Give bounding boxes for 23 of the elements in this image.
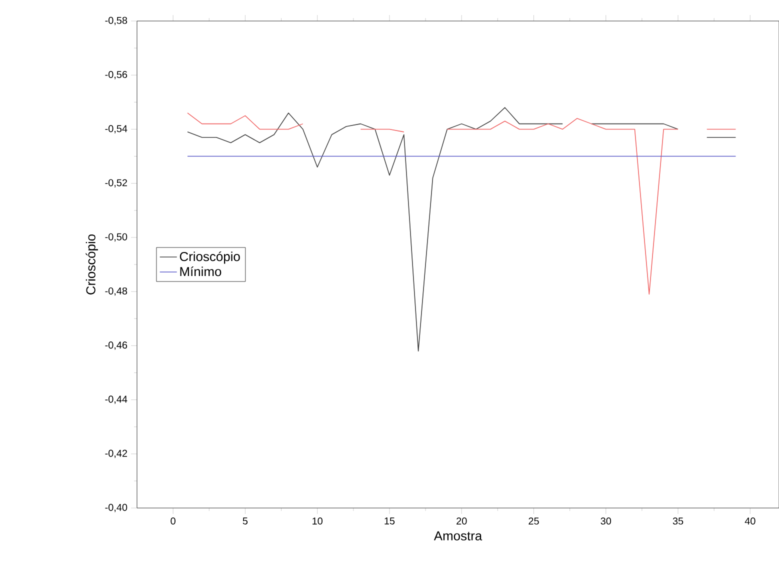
- y-tick-label: -0,40: [105, 504, 128, 512]
- x-tick-label: 10: [312, 518, 322, 525]
- y-tick-label: -0,44: [105, 396, 128, 404]
- legend-label: Mínimo: [180, 266, 222, 276]
- x-tick-label: 40: [744, 518, 756, 525]
- x-tick-label: 5: [242, 518, 248, 524]
- x-axis-title: Amostra: [434, 531, 482, 540]
- x-tick-label: 0: [170, 518, 176, 525]
- y-tick-label: -0,42: [105, 450, 128, 458]
- x-tick-label: 25: [528, 518, 539, 525]
- x-tick-label: 15: [384, 518, 395, 524]
- y-tick-label: -0,48: [105, 287, 128, 296]
- legend-label: Crioscópio: [180, 251, 240, 264]
- x-tick-label: 35: [672, 518, 684, 525]
- y-axis-title: Crioscópio: [86, 234, 98, 294]
- y-tick-label: -0,54: [105, 125, 128, 134]
- x-tick-label: 20: [456, 518, 467, 525]
- y-tick-label: -0,46: [105, 342, 128, 350]
- y-tick-label: -0,50: [105, 233, 128, 242]
- y-tick-label: -0,52: [105, 179, 128, 188]
- y-tick-label: -0,56: [105, 71, 128, 80]
- y-tick-label: -0,58: [105, 16, 128, 26]
- x-tick-label: 30: [600, 518, 612, 525]
